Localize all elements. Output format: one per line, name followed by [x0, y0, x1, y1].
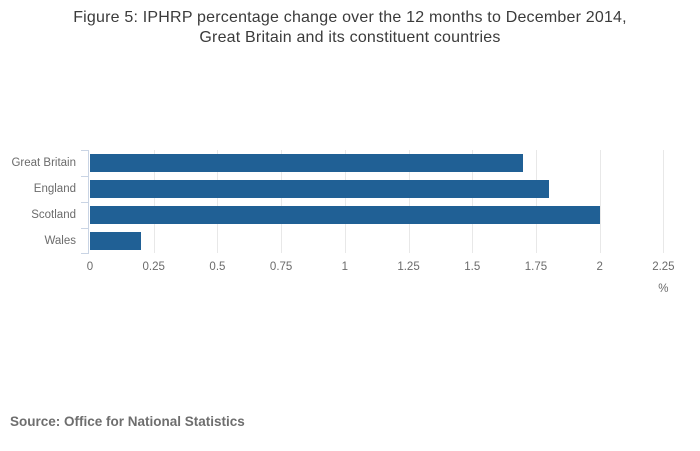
source-note: Source: Office for National Statistics — [10, 414, 245, 429]
x-axis-tick-label: 0 — [86, 261, 94, 273]
gridline — [153, 150, 155, 253]
y-axis-tick — [81, 150, 88, 151]
figure-title-line1: Figure 5: IPHRP percentage change over t… — [73, 9, 627, 26]
category-label-england: England — [33, 183, 76, 195]
gridline — [281, 150, 283, 253]
gridline — [408, 150, 410, 253]
gridline — [217, 150, 219, 253]
x-axis-tick-label: 0.5 — [209, 261, 226, 273]
gridline — [663, 150, 665, 253]
category-label-wales: Wales — [44, 235, 76, 247]
gridline — [535, 150, 537, 253]
category-label-scotland: Scotland — [31, 209, 76, 221]
gridline — [599, 150, 601, 253]
y-axis-tick — [81, 253, 88, 254]
bar-great-britain[interactable] — [90, 154, 524, 172]
y-axis-tick — [81, 176, 88, 177]
category-label-great-britain: Great Britain — [11, 157, 76, 169]
figure-title: Figure 5: IPHRP percentage change over t… — [0, 8, 700, 48]
x-axis-tick-label: 1 — [341, 261, 349, 273]
bar-england[interactable] — [90, 180, 549, 198]
y-axis-line — [88, 150, 89, 254]
x-axis-tick-label: 0.75 — [269, 261, 293, 273]
y-axis-tick — [81, 228, 88, 229]
gridline — [344, 150, 346, 253]
x-axis-tick-label: 1.75 — [524, 261, 548, 273]
x-axis-tick-label: 0.25 — [142, 261, 165, 273]
x-axis-tick-label: 2 — [596, 261, 603, 273]
x-axis-tick-label: 1.25 — [397, 261, 420, 273]
x-axis-tick-label: 1.5 — [464, 261, 481, 273]
y-axis-tick — [81, 202, 88, 203]
bar-wales[interactable] — [90, 232, 141, 250]
x-axis-unit-label: % — [658, 283, 669, 295]
x-axis-tick-label: 2.25 — [652, 261, 675, 273]
bar-scotland[interactable] — [90, 206, 600, 224]
gridline — [472, 150, 474, 253]
figure-title-line2: Great Britain and its constituent countr… — [199, 29, 501, 46]
